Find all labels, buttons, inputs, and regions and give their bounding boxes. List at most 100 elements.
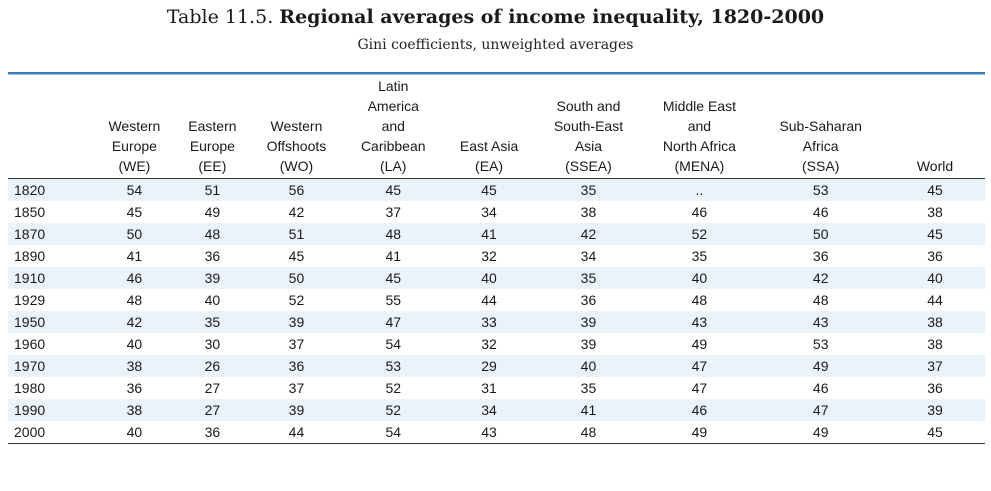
value-cell: 38 xyxy=(126,402,143,418)
value-cell: 45 xyxy=(126,204,143,220)
value-cell: 27 xyxy=(204,402,221,418)
value-cell: 48 xyxy=(580,424,597,440)
column-header-line: Europe xyxy=(189,138,235,154)
value-cell: 32 xyxy=(481,248,497,264)
table-subtitle: Gini coefficients, unweighted averages xyxy=(357,37,634,53)
table-row: 1980 36 27 37 52 31 35 47 46 36 xyxy=(8,377,985,399)
value-cell: 36 xyxy=(580,292,597,308)
year-cell: 1820 xyxy=(14,182,46,198)
column-header-line: Offshoots xyxy=(266,138,327,154)
value-cell: 37 xyxy=(288,380,305,396)
column-header-line: Western xyxy=(270,118,323,134)
value-cell: 45 xyxy=(927,424,943,440)
column-header-line: America xyxy=(367,98,419,114)
value-cell: 46 xyxy=(126,270,143,286)
value-cell: 44 xyxy=(288,424,305,440)
column-header-line: Caribbean xyxy=(360,138,426,154)
column-header-line: Africa xyxy=(802,138,839,154)
value-cell: 41 xyxy=(126,248,143,264)
column-header-line: (WE) xyxy=(118,158,151,174)
value-cell: 47 xyxy=(385,314,402,330)
value-cell: 51 xyxy=(204,182,221,198)
column-header-line: and xyxy=(687,118,712,134)
value-cell: 48 xyxy=(691,292,708,308)
table-row: 1850 45 49 42 37 34 38 46 46 38 xyxy=(8,201,985,223)
value-cell: 37 xyxy=(385,204,402,220)
value-cell: 48 xyxy=(385,226,402,242)
value-cell: 42 xyxy=(812,270,829,286)
header-row: Western Europe (WE) Eastern Europe (EE) Wester… xyxy=(8,76,985,179)
value-cell: 35 xyxy=(691,248,708,264)
value-cell: 43 xyxy=(481,424,497,440)
value-cell: 45 xyxy=(288,248,305,264)
column-header-line: North Africa xyxy=(662,138,736,154)
column-header-line: (WO) xyxy=(279,158,314,174)
table-row: 1820 54 51 56 45 45 35.. 53 45 xyxy=(8,178,985,201)
column-header-line: Sub-Saharan xyxy=(779,118,862,134)
column-header-line: (SSA) xyxy=(802,158,840,174)
column-header: Latin America and Caribbean (LA) xyxy=(343,76,444,179)
year-cell: 1990 xyxy=(14,402,46,418)
value-cell: 44 xyxy=(927,292,943,308)
value-cell: 40 xyxy=(481,270,497,286)
column-header-line: Middle East xyxy=(662,98,736,114)
value-cell: 36 xyxy=(927,380,943,396)
value-cell: 40 xyxy=(126,424,143,440)
column-header-line: Latin xyxy=(378,78,409,94)
value-cell: 49 xyxy=(204,204,221,220)
value-cell: 49 xyxy=(812,358,829,374)
value-cell: 49 xyxy=(812,424,829,440)
value-cell: 50 xyxy=(126,226,143,242)
column-header-line: World xyxy=(916,158,954,174)
column-header-line: Europe xyxy=(111,138,157,154)
inequality-table: Western Europe (WE) Eastern Europe (EE) Wester… xyxy=(8,76,985,444)
value-cell: .. xyxy=(695,182,704,198)
value-cell: 42 xyxy=(126,314,143,330)
value-cell: 47 xyxy=(812,402,829,418)
value-cell: 51 xyxy=(288,226,305,242)
column-header: East Asia (EA) xyxy=(444,76,535,179)
value-cell: 39 xyxy=(204,270,221,286)
value-cell: 42 xyxy=(288,204,305,220)
value-cell: 41 xyxy=(385,248,402,264)
value-cell: 34 xyxy=(580,248,597,264)
value-cell: 53 xyxy=(812,336,829,352)
value-cell: 36 xyxy=(812,248,829,264)
value-cell: 36 xyxy=(126,380,143,396)
year-cell: 1870 xyxy=(14,226,46,242)
table-row: 1929 48 40 52 55 44 36 48 48 44 xyxy=(8,289,985,311)
value-cell: 37 xyxy=(927,358,943,374)
value-cell: 35 xyxy=(580,380,597,396)
table-row: 1910 46 39 50 45 40 35 40 42 40 xyxy=(8,267,985,289)
value-cell: 26 xyxy=(204,358,221,374)
column-header-line: (EE) xyxy=(198,158,227,174)
column-header-line: East Asia xyxy=(459,138,519,154)
value-cell: 33 xyxy=(481,314,497,330)
value-cell: 39 xyxy=(927,402,943,418)
value-cell: 36 xyxy=(204,424,221,440)
value-cell: 45 xyxy=(481,182,497,198)
year-cell: 1960 xyxy=(14,336,46,352)
value-cell: 52 xyxy=(385,402,402,418)
value-cell: 41 xyxy=(580,402,597,418)
table-title-text: Regional averages of income inequality, … xyxy=(279,6,825,28)
value-cell: 40 xyxy=(126,336,143,352)
column-header-line: Eastern xyxy=(188,118,237,134)
column-header: Western Europe (WE) xyxy=(94,76,175,179)
value-cell: 35 xyxy=(204,314,221,330)
value-cell: 53 xyxy=(812,182,829,198)
value-cell: 40 xyxy=(580,358,597,374)
value-cell: 40 xyxy=(691,270,708,286)
value-cell: 52 xyxy=(288,292,305,308)
value-cell: 38 xyxy=(580,204,597,220)
value-cell: 38 xyxy=(927,336,943,352)
year-cell: 2000 xyxy=(14,424,46,440)
column-header: South and South-East Asia (SSEA) xyxy=(535,76,643,179)
value-cell: 46 xyxy=(812,380,829,396)
table-row: 1890 41 36 45 41 32 34 35 36 36 xyxy=(8,245,985,267)
value-cell: 34 xyxy=(481,204,497,220)
value-cell: 40 xyxy=(204,292,221,308)
column-header-line: and xyxy=(381,118,405,134)
value-cell: 39 xyxy=(288,314,305,330)
column-header-line: Western xyxy=(108,118,161,134)
